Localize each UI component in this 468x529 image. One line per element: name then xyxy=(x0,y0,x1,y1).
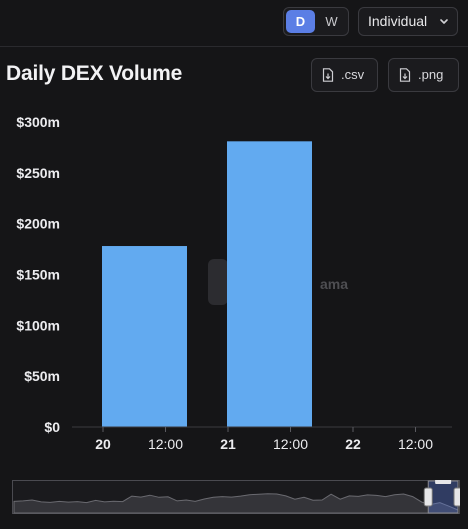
y-tick-label: $150m xyxy=(16,267,60,283)
period-daily-button[interactable]: D xyxy=(286,10,315,33)
x-tick-label: 12:00 xyxy=(148,436,183,452)
csv-label: .csv xyxy=(341,67,365,82)
x-tick-label: 12:00 xyxy=(398,436,433,452)
y-tick-label: $0 xyxy=(44,419,60,435)
y-tick-label: $200m xyxy=(16,216,60,232)
watermark-logo-icon xyxy=(208,259,228,305)
y-tick-label: $100m xyxy=(16,317,60,333)
x-tick-label: 22 xyxy=(345,436,361,452)
view-mode-select[interactable]: Individual xyxy=(358,7,458,36)
download-csv-button[interactable]: .csv xyxy=(311,58,378,92)
navigator-drag-grip-icon[interactable] xyxy=(435,479,452,484)
navigator-series-area xyxy=(13,493,459,514)
navigator-right-handle[interactable] xyxy=(453,487,463,507)
range-navigator[interactable] xyxy=(12,479,463,514)
bar-chart: ama $0 $50m $100m $150m $200m $250m $300m 20 12… xyxy=(16,114,452,452)
navigator-left-handle[interactable] xyxy=(423,487,433,507)
watermark: ama xyxy=(208,259,348,305)
period-toggle: D W xyxy=(283,7,349,36)
chevron-down-icon xyxy=(439,8,449,46)
y-tick-label: $250m xyxy=(16,165,60,181)
view-mode-value: Individual xyxy=(368,13,428,29)
png-label: .png xyxy=(418,67,444,82)
toolbar-divider xyxy=(0,46,468,47)
x-tick-label: 20 xyxy=(95,436,111,452)
download-png-button[interactable]: .png xyxy=(388,58,459,92)
watermark-text: ama xyxy=(320,276,348,292)
chart-title: Daily DEX Volume xyxy=(6,62,183,85)
bar-21[interactable] xyxy=(227,141,312,428)
top-toolbar: D W Individual xyxy=(0,0,468,46)
y-tick-label: $50m xyxy=(24,368,60,384)
x-tick-label: 12:00 xyxy=(273,436,308,452)
period-weekly-button[interactable]: W xyxy=(325,14,338,29)
x-tick-label: 21 xyxy=(220,436,236,452)
range-navigator-chart xyxy=(12,479,463,514)
file-download-icon xyxy=(322,68,334,82)
file-download-icon xyxy=(399,68,411,82)
bar-20[interactable] xyxy=(102,246,187,427)
y-tick-label: $300m xyxy=(16,114,60,130)
